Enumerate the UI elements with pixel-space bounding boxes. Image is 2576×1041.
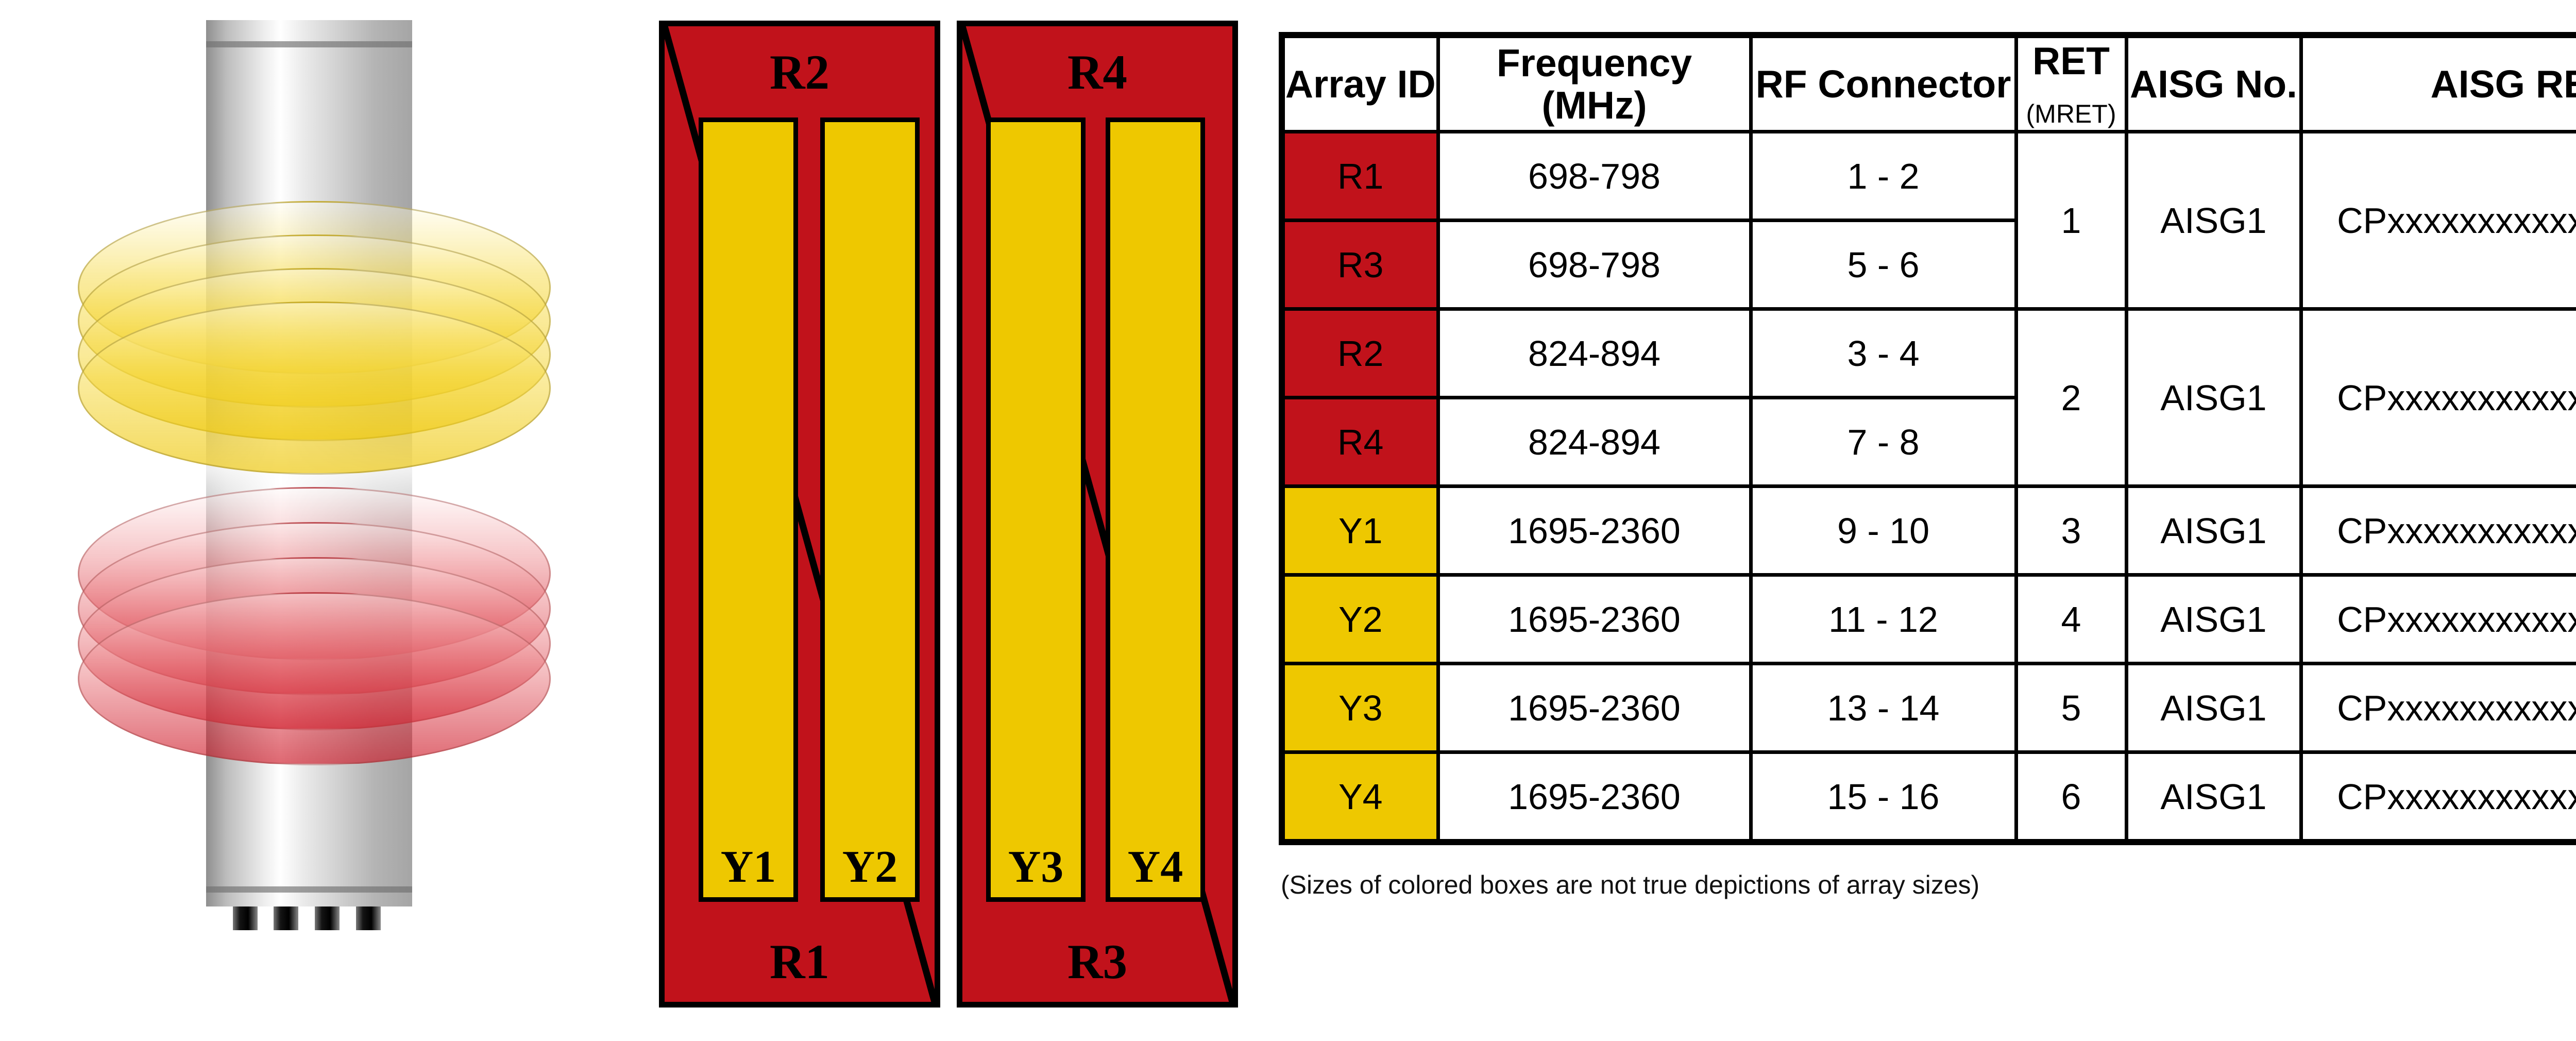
table-row-y1: Y1 1695-2360 9 - 10 3 AISG1 CPxxxxxxxxxx…	[1280, 484, 2576, 577]
connector-pin	[233, 906, 258, 930]
array-spec-table: Array ID Frequency (MHz) RF Connector RE…	[1279, 32, 2576, 845]
header-frequency: Frequency (MHz)	[1436, 33, 1753, 133]
aisg-ret-uid-cell: CPxxxxxxxxxxxxxxxxxMM.6	[2299, 750, 2576, 844]
array-panel-left: Y1 Y2 R2 R1	[659, 21, 940, 1008]
table-row-r3: R3 698-798 5 - 6	[1280, 219, 2576, 311]
header-aisg-no: AISG No.	[2124, 33, 2303, 133]
frequency-cell: 1695-2360	[1436, 662, 1753, 754]
cylinder-bottom-seam	[206, 886, 412, 893]
header-aisg-ret-uid: AISG RET UID	[2299, 33, 2576, 133]
array-bar-label: Y4	[1127, 842, 1183, 892]
array-panel-bottom-label: R1	[769, 934, 830, 989]
cylinder-top-seam	[206, 41, 412, 47]
array-bar-y4: Y4	[1106, 117, 1205, 902]
connector-pin	[315, 906, 340, 930]
header-array-id: Array ID	[1280, 33, 1440, 133]
aisg-no-cell: AISG1	[2124, 307, 2303, 488]
ret-cell: 6	[2014, 750, 2128, 844]
aisg-ret-uid-cell: CPxxxxxxxxxxxxxxxxxMM.1	[2299, 130, 2576, 311]
ret-cell: 1	[2014, 130, 2128, 311]
yellow-beam-disk	[78, 301, 551, 475]
footnote: (Sizes of colored boxes are not true dep…	[1281, 870, 1980, 899]
header-ret-sub: (MRET)	[2026, 99, 2116, 128]
frequency-cell: 698-798	[1436, 219, 1753, 311]
array-id-cell: Y3	[1280, 662, 1440, 754]
aisg-ret-uid-cell: CPxxxxxxxxxxxxxxxxxMM.5	[2299, 662, 2576, 754]
frequency-cell: 1695-2360	[1436, 750, 1753, 844]
table-row-y3: Y3 1695-2360 13 - 14 5 AISG1 CPxxxxxxxxx…	[1280, 662, 2576, 754]
rf-connector-cell: 5 - 6	[1749, 219, 2018, 311]
ret-cell: 4	[2014, 573, 2128, 665]
frequency-cell: 1695-2360	[1436, 484, 1753, 577]
array-bar-y1: Y1	[699, 117, 798, 902]
array-id-cell: R3	[1280, 219, 1440, 311]
array-panel-top-label: R4	[1067, 45, 1128, 99]
array-panel-bottom-label: R3	[1067, 934, 1128, 989]
array-id-cell: Y2	[1280, 573, 1440, 665]
array-id-cell: R2	[1280, 307, 1440, 399]
array-id-cell: R4	[1280, 396, 1440, 488]
aisg-no-cell: AISG1	[2124, 573, 2303, 665]
array-bar-label: Y3	[1008, 842, 1064, 892]
table-row-r2: R2 824-894 3 - 4 2 AISG1 CPxxxxxxxxxxxxx…	[1280, 307, 2576, 488]
frequency-cell: 1695-2360	[1436, 573, 1753, 665]
header-ret: RET (MRET)	[2014, 33, 2128, 133]
header-ret-main: RET	[2032, 39, 2110, 83]
aisg-no-cell: AISG1	[2124, 750, 2303, 844]
array-id-cell: Y1	[1280, 484, 1440, 577]
aisg-no-cell: AISG1	[2124, 130, 2303, 311]
array-bar-y3: Y3	[986, 117, 1086, 902]
aisg-ret-uid-cell: CPxxxxxxxxxxxxxxxxxMM.3	[2299, 484, 2576, 577]
connector-pin	[356, 906, 381, 930]
spec-table-container: Array ID Frequency (MHz) RF Connector RE…	[1279, 32, 2576, 845]
frequency-cell: 824-894	[1436, 396, 1753, 488]
array-bar-label: Y1	[720, 842, 776, 892]
rf-connector-cell: 15 - 16	[1749, 750, 2018, 844]
red-beam-disk	[78, 592, 551, 765]
aisg-no-cell: AISG1	[2124, 484, 2303, 577]
frequency-cell: 698-798	[1436, 130, 1753, 222]
frequency-cell: 824-894	[1436, 307, 1753, 399]
array-id-cell: Y4	[1280, 750, 1440, 844]
rf-connector-cell: 11 - 12	[1749, 573, 2018, 665]
aisg-ret-uid-cell: CPxxxxxxxxxxxxxxxxxMM.2	[2299, 307, 2576, 488]
aisg-no-cell: AISG1	[2124, 662, 2303, 754]
array-bar-y2: Y2	[820, 117, 920, 902]
connector-pin	[274, 906, 298, 930]
array-panel-right: Y3 Y4 R4 R3	[957, 21, 1238, 1008]
array-panel-top-label: R2	[769, 45, 830, 99]
array-id-cell: R1	[1280, 130, 1440, 222]
aisg-ret-uid-cell: CPxxxxxxxxxxxxxxxxxMM.4	[2299, 573, 2576, 665]
rf-connector-cell: 1 - 2	[1749, 130, 2018, 222]
ret-cell: 5	[2014, 662, 2128, 754]
antenna-illustration	[0, 0, 644, 1041]
rf-connector-cell: 7 - 8	[1749, 396, 2018, 488]
rf-connector-cell: 9 - 10	[1749, 484, 2018, 577]
ret-cell: 2	[2014, 307, 2128, 488]
table-row-r1: R1 698-798 1 - 2 1 AISG1 CPxxxxxxxxxxxxx…	[1280, 130, 2576, 311]
rf-connector-cell: 13 - 14	[1749, 662, 2018, 754]
table-row-y4: Y4 1695-2360 15 - 16 6 AISG1 CPxxxxxxxxx…	[1280, 750, 2576, 844]
rf-connector-cell: 3 - 4	[1749, 307, 2018, 399]
table-row-r4: R4 824-894 7 - 8	[1280, 396, 2576, 488]
header-rf-connector: RF Connector	[1749, 33, 2018, 133]
array-bar-label: Y2	[842, 842, 898, 892]
table-row-y2: Y2 1695-2360 11 - 12 4 AISG1 CPxxxxxxxxx…	[1280, 573, 2576, 665]
table-header-row: Array ID Frequency (MHz) RF Connector RE…	[1280, 33, 2576, 133]
ret-cell: 3	[2014, 484, 2128, 577]
